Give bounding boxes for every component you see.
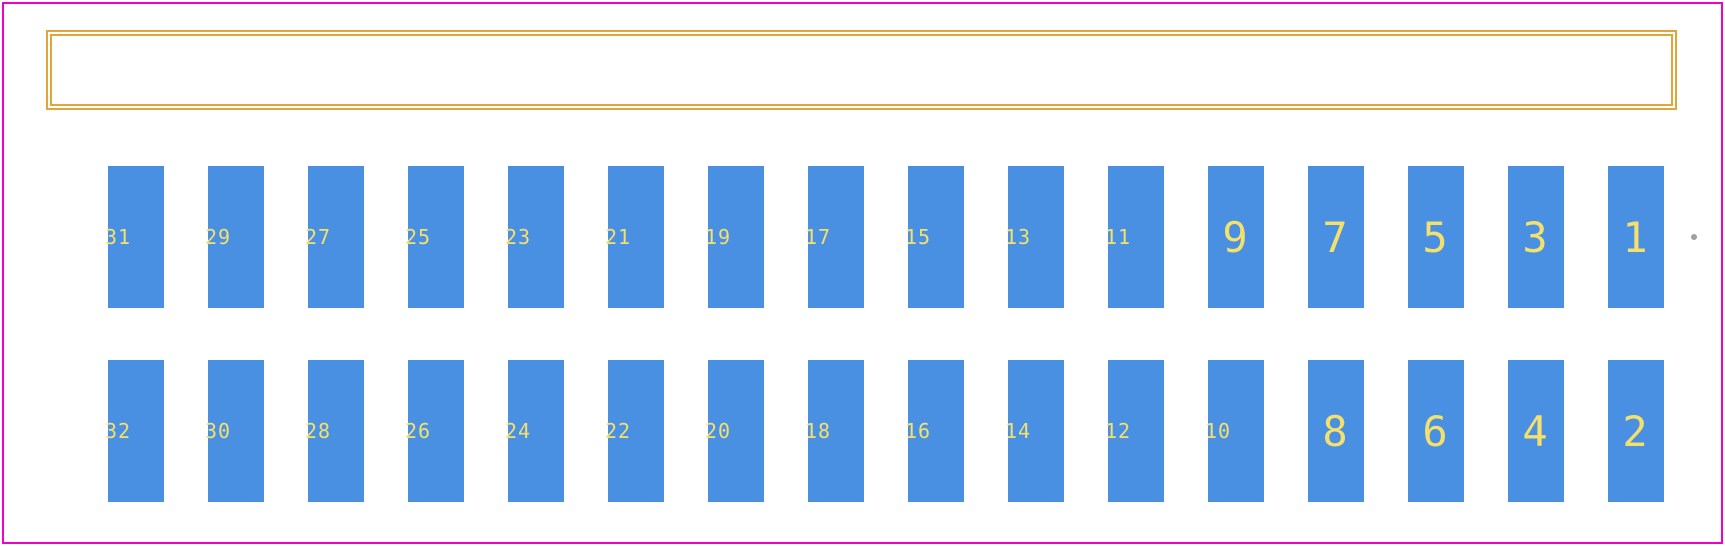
pad-32: 32 <box>108 360 164 502</box>
pad-19: 19 <box>708 166 764 308</box>
pad-15: 15 <box>908 166 964 308</box>
pad-label: 11 <box>1097 225 1161 249</box>
pad-label: 27 <box>297 225 361 249</box>
pad-label: 17 <box>797 225 861 249</box>
pad-label: 26 <box>397 419 461 443</box>
pad-13: 13 <box>1008 166 1064 308</box>
pad-label: 25 <box>397 225 461 249</box>
pad-label: 5 <box>1422 213 1449 262</box>
pad-23: 23 <box>508 166 564 308</box>
pad-11: 11 <box>1108 166 1164 308</box>
pad-label: 31 <box>97 225 161 249</box>
pad-label: 20 <box>697 419 761 443</box>
pad-7: 7 <box>1308 166 1364 308</box>
pad-label: 28 <box>297 419 361 443</box>
pad-label: 30 <box>197 419 261 443</box>
pad-9: 9 <box>1208 166 1264 308</box>
pad-1: 1 <box>1608 166 1664 308</box>
pad-3: 3 <box>1508 166 1564 308</box>
pad-label: 12 <box>1097 419 1161 443</box>
pad-label: 3 <box>1522 213 1549 262</box>
pad-label: 21 <box>597 225 661 249</box>
pad-label: 4 <box>1522 407 1549 456</box>
pad-17: 17 <box>808 166 864 308</box>
pad-6: 6 <box>1408 360 1464 502</box>
pad-30: 30 <box>208 360 264 502</box>
pad-label: 19 <box>697 225 761 249</box>
pad-18: 18 <box>808 360 864 502</box>
pad-label: 32 <box>97 419 161 443</box>
pad-label: 29 <box>197 225 261 249</box>
pad-label: 15 <box>897 225 961 249</box>
pad-label: 22 <box>597 419 661 443</box>
pad-26: 26 <box>408 360 464 502</box>
pad-28: 28 <box>308 360 364 502</box>
pad-label: 14 <box>997 419 1061 443</box>
pad-20: 20 <box>708 360 764 502</box>
pad-label: 16 <box>897 419 961 443</box>
pad-label: 23 <box>497 225 561 249</box>
pad-27: 27 <box>308 166 364 308</box>
pad-label: 10 <box>1197 419 1261 443</box>
pad-2: 2 <box>1608 360 1664 502</box>
pad-label: 7 <box>1322 213 1349 262</box>
pad-21: 21 <box>608 166 664 308</box>
pad-16: 16 <box>908 360 964 502</box>
pad-label: 1 <box>1622 213 1649 262</box>
pad-label: 18 <box>797 419 861 443</box>
pad-25: 25 <box>408 166 464 308</box>
pad-31: 31 <box>108 166 164 308</box>
pad-label: 6 <box>1422 407 1449 456</box>
pad-label: 24 <box>497 419 561 443</box>
pad-29: 29 <box>208 166 264 308</box>
pad-8: 8 <box>1308 360 1364 502</box>
pad-label: 9 <box>1222 213 1249 262</box>
pad-label: 2 <box>1622 407 1649 456</box>
pad-10: 10 <box>1208 360 1264 502</box>
pad-4: 4 <box>1508 360 1564 502</box>
pad-22: 22 <box>608 360 664 502</box>
pad-label: 8 <box>1322 407 1349 456</box>
pin1-marker-dot <box>1691 234 1697 240</box>
pad-12: 12 <box>1108 360 1164 502</box>
footprint-canvas: 1357911131517192123252729312468101214161… <box>0 0 1725 546</box>
pad-5: 5 <box>1408 166 1464 308</box>
outline-bar-inner <box>50 34 1673 106</box>
pad-label: 13 <box>997 225 1061 249</box>
pad-14: 14 <box>1008 360 1064 502</box>
pad-24: 24 <box>508 360 564 502</box>
